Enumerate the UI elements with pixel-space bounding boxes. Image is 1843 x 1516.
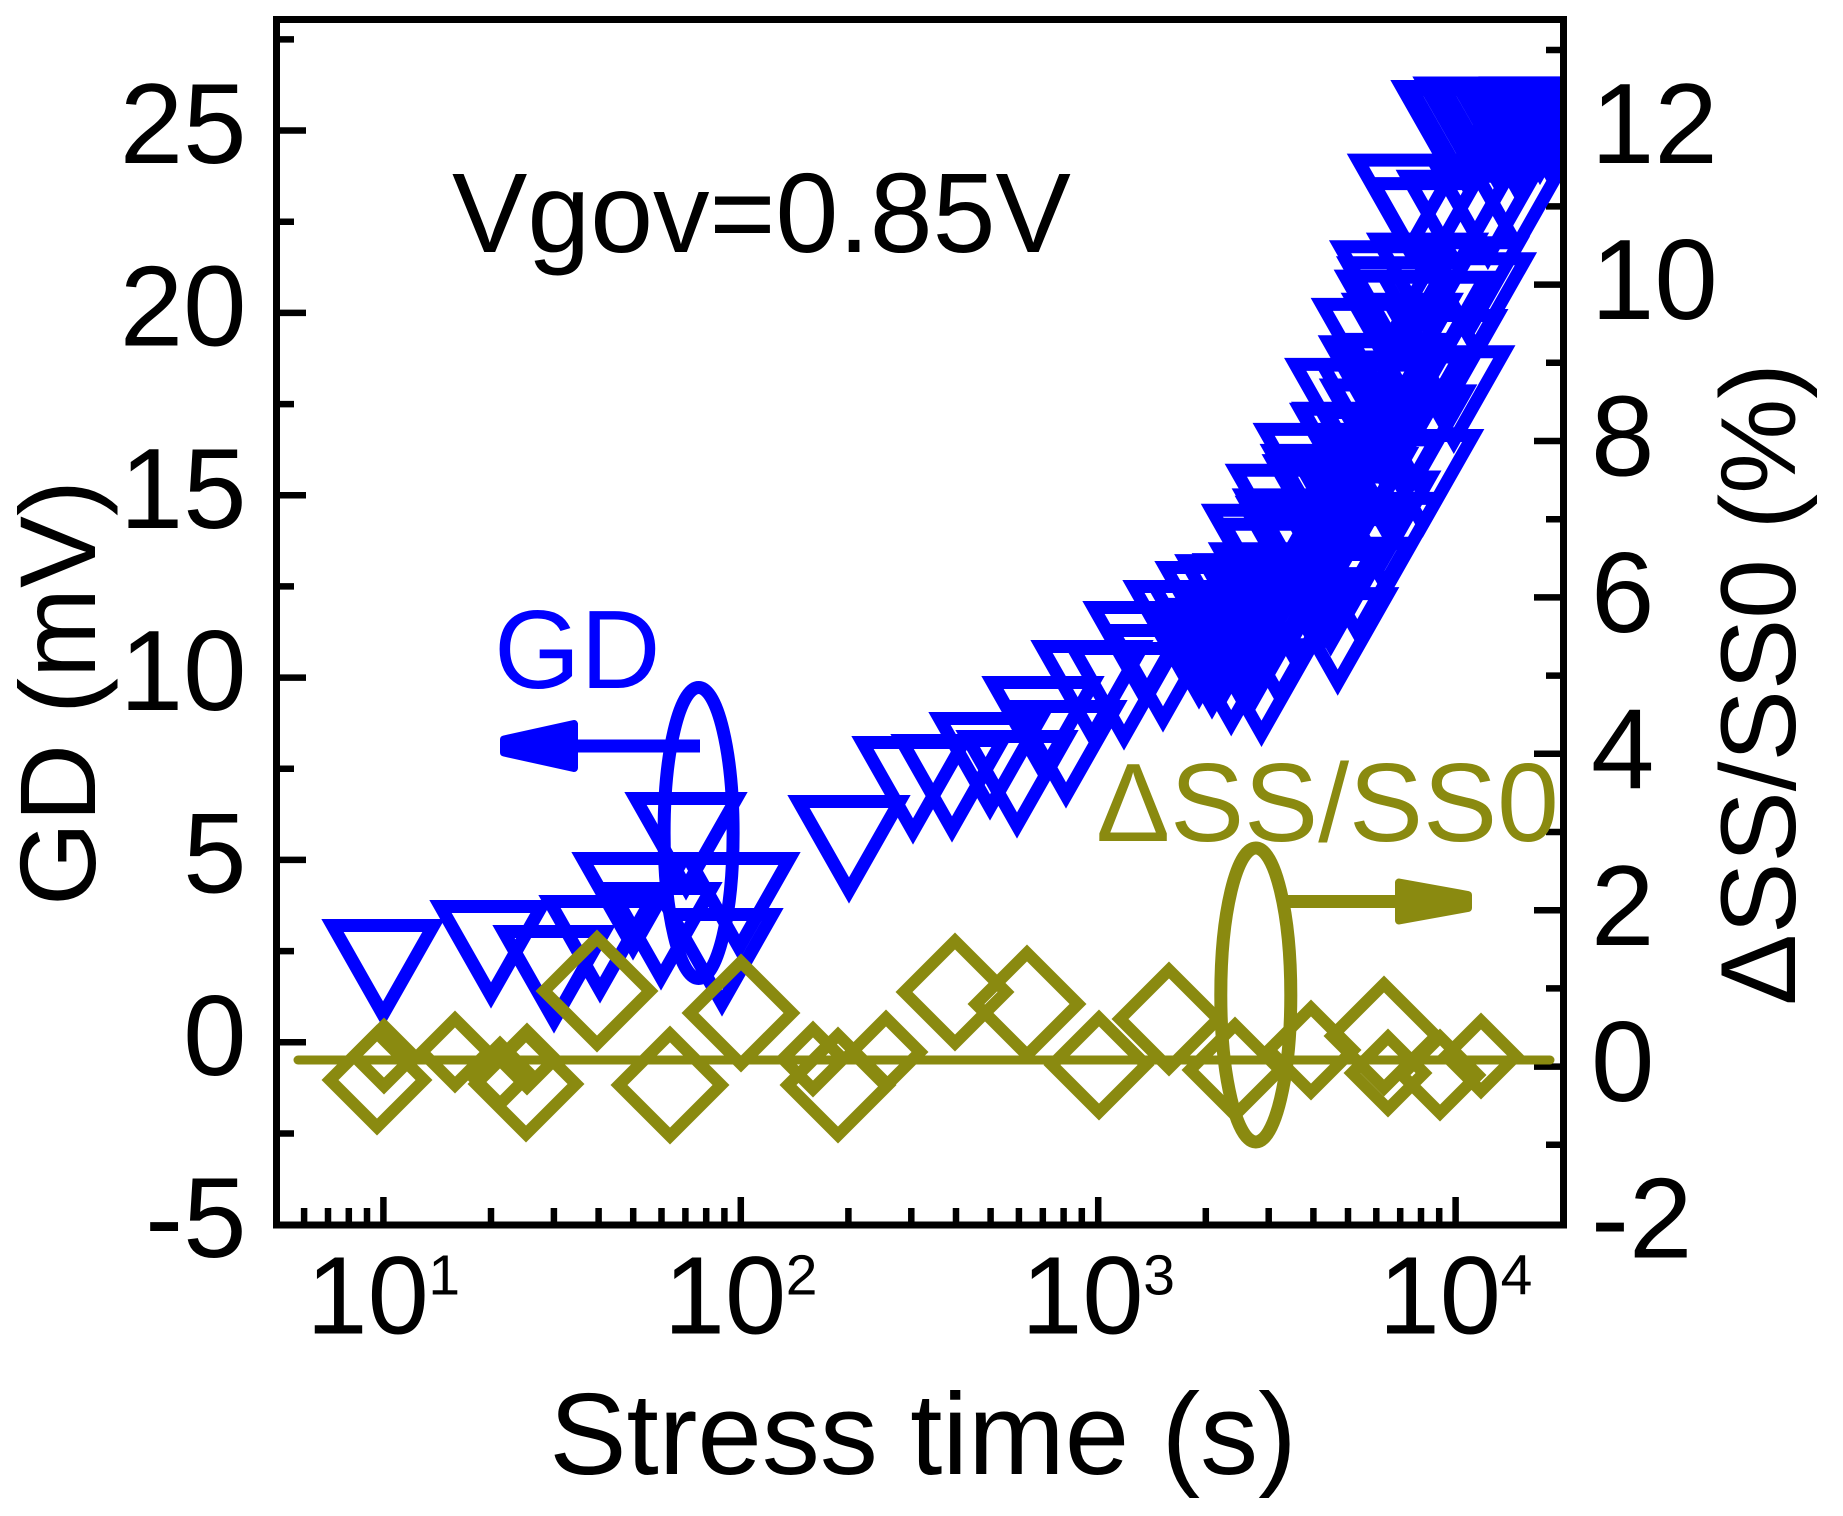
svg-text:0: 0: [1591, 999, 1654, 1126]
svg-text:Stress time (s): Stress time (s): [549, 1369, 1297, 1499]
svg-text:10: 10: [1591, 217, 1718, 344]
svg-text:10: 10: [306, 1235, 428, 1358]
svg-text:10: 10: [120, 608, 247, 735]
svg-text:20: 20: [120, 244, 247, 371]
svg-text:1: 1: [428, 1244, 460, 1308]
svg-text:Vgov=0.85V: Vgov=0.85V: [452, 150, 1071, 276]
svg-text:4: 4: [1591, 686, 1654, 813]
svg-text:10: 10: [1379, 1235, 1501, 1358]
svg-text:3: 3: [1143, 1244, 1175, 1308]
svg-text:12: 12: [1591, 61, 1718, 188]
svg-text:10: 10: [664, 1235, 786, 1358]
svg-text:-5: -5: [145, 1155, 246, 1282]
svg-text:-2: -2: [1591, 1156, 1692, 1283]
svg-text:4: 4: [1501, 1244, 1533, 1308]
svg-text:GD (mV): GD (mV): [0, 480, 118, 906]
svg-text:8: 8: [1591, 374, 1654, 501]
svg-text:ΔSS/SS0 (%): ΔSS/SS0 (%): [1698, 363, 1818, 1005]
svg-text:GD: GD: [494, 588, 661, 712]
svg-text:ΔSS/SS0: ΔSS/SS0: [1096, 741, 1559, 865]
svg-text:15: 15: [120, 426, 247, 553]
svg-text:25: 25: [120, 61, 247, 188]
svg-text:6: 6: [1591, 530, 1654, 657]
svg-text:2: 2: [1591, 843, 1654, 970]
svg-text:5: 5: [183, 791, 246, 918]
svg-text:2: 2: [786, 1244, 818, 1308]
svg-text:10: 10: [1021, 1235, 1143, 1358]
svg-text:0: 0: [183, 973, 246, 1100]
